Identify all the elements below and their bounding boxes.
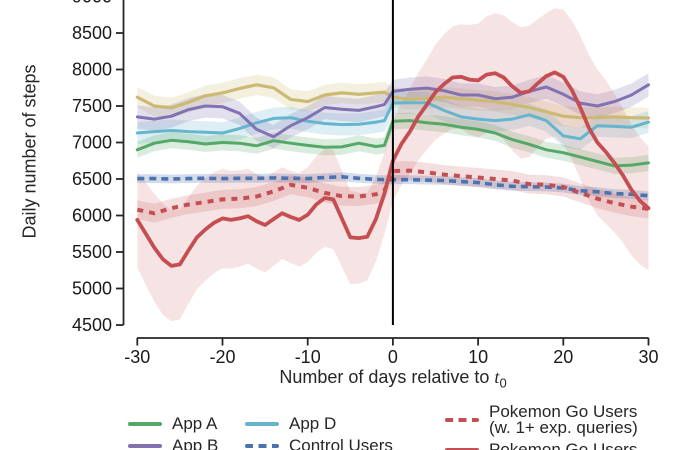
y-tick-label-6000: 6000 <box>72 206 112 226</box>
x-tick-label-10: 10 <box>468 347 488 367</box>
legend-line-sample-control-users <box>245 444 279 448</box>
x-tick-label--10: -10 <box>295 347 321 367</box>
legend-line-sample-app-d <box>245 422 279 426</box>
legend-item-app-a: App A <box>128 414 218 433</box>
t0-symbol: t <box>494 367 500 387</box>
y-tick-label-6500: 6500 <box>72 169 112 189</box>
y-tick-label-4500: 4500 <box>72 315 112 335</box>
legend-label-control-users: Control Users <box>289 436 393 450</box>
legend-item-control-users: Control Users <box>245 436 393 450</box>
legend-line-sample-app-b <box>128 444 162 448</box>
y-tick-label-7000: 7000 <box>72 133 112 153</box>
y-tick-label-9000: 9000 <box>72 0 112 7</box>
x-tick-label--20: -20 <box>209 347 235 367</box>
legend-label-line1: Pokemon Go Users <box>489 402 638 421</box>
y-tick-label-8000: 8000 <box>72 60 112 80</box>
legend-label-app-b: App B <box>172 436 219 450</box>
legend-item-app-b: App B <box>128 436 219 450</box>
legend-label-line2: (w. 1+ exp. queries) <box>489 418 638 437</box>
series-line-control-users <box>137 175 649 198</box>
legend-line-sample-app-a <box>128 422 162 426</box>
series-line-app-b <box>135 83 650 139</box>
y-tick-label-5000: 5000 <box>72 279 112 299</box>
legend-line-sample-pokemon-go <box>445 448 479 450</box>
legend-line-sample-pokemon-go-exp <box>445 418 479 422</box>
x-axis-label: Number of days relative to t0 <box>279 367 506 391</box>
confidence-band-control-users <box>137 172 649 201</box>
x-tick-label-0: 0 <box>388 347 398 367</box>
legend-item-app-d: App D <box>245 414 337 433</box>
x-tick-label-20: 20 <box>553 347 573 367</box>
legend-label-app-d: App D <box>289 414 337 433</box>
x-axis-label-text: Number of days relative to <box>279 367 495 387</box>
legend-item-pokemon-go-exp: Pokemon Go Users (w. 1+ exp. queries) <box>445 402 638 437</box>
t0-subscript: 0 <box>499 375 507 391</box>
confidence-band-pokemon-go-users-w-1-exp-queries <box>137 161 649 223</box>
x-tick-label-30: 30 <box>638 347 658 367</box>
series-line-yellow-line-legend-cut-off <box>135 83 651 120</box>
legend-label-app-a: App A <box>172 414 218 433</box>
series-line-app-a <box>135 119 650 168</box>
y-tick-label-5500: 5500 <box>72 242 112 262</box>
x-tick-label--30: -30 <box>124 347 150 367</box>
y-tick-label-7500: 7500 <box>72 96 112 116</box>
y-tick-label-8500: 8500 <box>72 23 112 43</box>
legend-item-pokemon-go: Pokemon Go Users <box>445 440 638 450</box>
legend-label-pokemon-go-exp: Pokemon Go Users (w. 1+ exp. queries) <box>489 402 638 437</box>
series-line-app-d <box>135 101 650 141</box>
legend-label-pokemon-go: Pokemon Go Users <box>489 440 638 450</box>
